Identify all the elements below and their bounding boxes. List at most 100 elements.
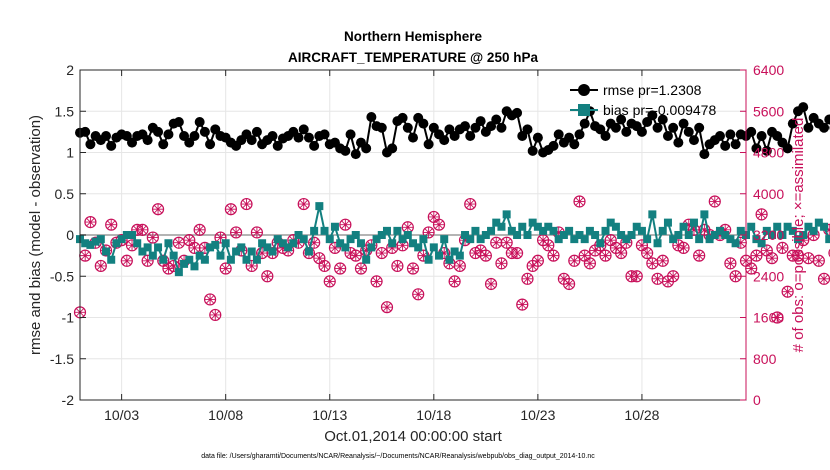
rmse-point bbox=[496, 122, 507, 133]
obs-assimilated-marker bbox=[376, 247, 388, 259]
bias-point bbox=[294, 231, 303, 239]
rmse-point bbox=[647, 110, 658, 121]
bias-point bbox=[591, 231, 600, 239]
bias-point bbox=[185, 255, 194, 264]
obs-assimilated-marker bbox=[225, 203, 237, 215]
obs-assimilated-marker bbox=[662, 275, 674, 287]
obs-assimilated-marker bbox=[558, 273, 570, 285]
rmse-point bbox=[272, 140, 283, 151]
y2-tick-label: 1600 bbox=[753, 310, 784, 326]
rmse-point bbox=[85, 139, 96, 150]
obs-assimilated-marker bbox=[714, 229, 726, 241]
obs-assimilated-marker bbox=[84, 216, 96, 228]
obs-assimilated-marker bbox=[563, 278, 575, 290]
obs-assimilated-marker bbox=[527, 260, 539, 272]
bias-point bbox=[601, 226, 610, 235]
bias-point bbox=[471, 226, 480, 235]
rmse-point bbox=[418, 118, 429, 129]
rmse-point bbox=[101, 131, 112, 141]
obs-assimilated-marker bbox=[136, 224, 148, 236]
y2-tick-label: 4800 bbox=[753, 145, 784, 161]
obs-assimilated-marker bbox=[246, 260, 258, 272]
obs-assimilated-marker bbox=[464, 198, 476, 210]
bias-point bbox=[341, 243, 350, 252]
bias-point bbox=[450, 247, 459, 256]
rmse-point bbox=[787, 118, 798, 129]
rmse-point bbox=[616, 114, 627, 125]
bias-point bbox=[554, 235, 563, 244]
obs-assimilated-marker bbox=[386, 242, 398, 254]
rmse-point bbox=[303, 132, 314, 143]
rmse-point bbox=[163, 129, 174, 140]
bias-point bbox=[310, 226, 319, 235]
obs-assimilated-marker bbox=[615, 247, 627, 259]
bias-point bbox=[653, 239, 662, 248]
rmse-point bbox=[491, 114, 502, 125]
legend-bias-label: bias pr=-0.009478 bbox=[603, 102, 716, 118]
y-tick-label: -1.5 bbox=[50, 351, 74, 367]
bias-point bbox=[91, 237, 100, 246]
bias-point bbox=[669, 235, 678, 244]
bias-point bbox=[684, 231, 693, 239]
x-axis-label: Oct.01,2014 00:00:00 start bbox=[324, 428, 502, 445]
series-layer bbox=[75, 102, 830, 277]
obs-assimilated-marker bbox=[688, 224, 700, 236]
bias-point bbox=[476, 235, 485, 244]
rmse-point bbox=[699, 149, 710, 160]
bias-point bbox=[211, 240, 220, 249]
bias-point bbox=[278, 239, 287, 248]
rmse-point bbox=[819, 122, 830, 133]
y2-tick-label: 5600 bbox=[753, 103, 784, 119]
bias-point bbox=[367, 243, 376, 252]
obs-assimilated-marker bbox=[636, 239, 648, 251]
obs-assimilated-marker bbox=[173, 237, 185, 249]
obs-assimilated-marker bbox=[412, 288, 424, 300]
bias-point bbox=[200, 255, 209, 264]
obs-assimilated-marker bbox=[782, 286, 794, 298]
bias-point bbox=[663, 218, 672, 227]
obs-assimilated-marker bbox=[516, 299, 528, 311]
y2-tick-label: 2400 bbox=[753, 268, 784, 284]
rmse-point bbox=[725, 129, 736, 140]
obs-assimilated-marker bbox=[438, 247, 450, 259]
obs-assimilated-marker bbox=[220, 263, 232, 275]
bias-point bbox=[414, 243, 423, 252]
bias-point bbox=[611, 222, 620, 231]
obs-assimilated-marker bbox=[423, 226, 435, 238]
obs-assimilated-marker bbox=[350, 250, 362, 262]
bias-point bbox=[102, 247, 111, 256]
bias-point bbox=[539, 226, 548, 235]
bias-point bbox=[81, 239, 90, 248]
bias-point bbox=[575, 231, 584, 239]
bias-point bbox=[507, 226, 516, 235]
bias-point bbox=[695, 235, 704, 244]
y-tick-label: 1 bbox=[66, 145, 74, 161]
bias-point bbox=[585, 226, 594, 235]
obs-assimilated-marker bbox=[308, 237, 320, 249]
obs-assimilated-marker bbox=[584, 257, 596, 269]
obs-assimilated-marker bbox=[766, 252, 778, 264]
obs-assimilated-marker bbox=[698, 224, 710, 236]
obs-assimilated-marker bbox=[646, 257, 658, 269]
rmse-point bbox=[194, 116, 205, 127]
rmse-point bbox=[574, 129, 585, 140]
rmse-point bbox=[600, 131, 611, 141]
bias-point bbox=[528, 218, 537, 227]
bias-point bbox=[783, 222, 792, 231]
obs-assimilated-marker bbox=[808, 229, 820, 241]
rmse-point bbox=[106, 140, 117, 151]
obs-assimilated-marker bbox=[802, 252, 814, 264]
bias-point bbox=[773, 222, 782, 231]
bias-point bbox=[117, 235, 126, 244]
obs-assimilated-marker bbox=[652, 273, 664, 285]
rmse-point bbox=[761, 145, 772, 156]
rmse-point bbox=[205, 139, 216, 150]
obs-assimilated-marker bbox=[277, 242, 289, 254]
bias-point bbox=[154, 243, 163, 252]
bias-point bbox=[258, 239, 267, 248]
bias-point bbox=[820, 222, 829, 231]
bias-point bbox=[122, 231, 131, 239]
bias-point bbox=[752, 235, 761, 244]
rmse-point bbox=[460, 121, 471, 132]
